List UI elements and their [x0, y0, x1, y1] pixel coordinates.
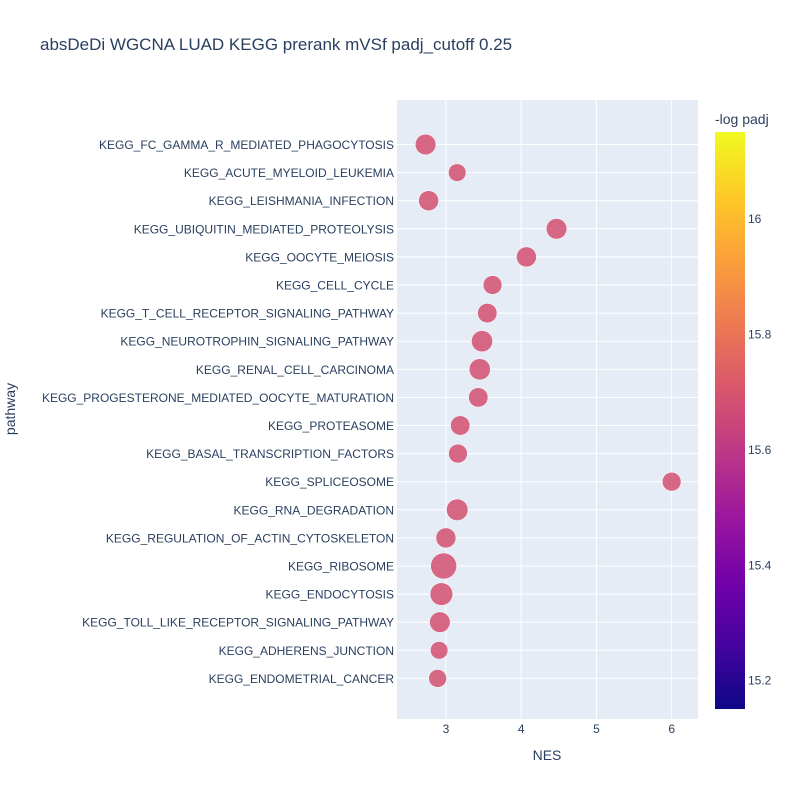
colorbar-tick-labels: 15.2 15.4 15.6 15.8 16 — [748, 212, 772, 688]
y-tick-label: KEGG_BASAL_TRANSCRIPTION_FACTORS — [146, 447, 394, 461]
y-tick-label: KEGG_T_CELL_RECEPTOR_SIGNALING_PATHWAY — [101, 307, 394, 321]
data-point — [429, 582, 453, 606]
y-tick-label: KEGG_FC_GAMMA_R_MEDIATED_PHAGOCYTOSIS — [99, 138, 394, 152]
x-tick-labels: 3 4 5 6 — [443, 722, 676, 736]
data-point — [418, 190, 439, 211]
data-point — [448, 443, 468, 464]
data-point — [450, 415, 471, 436]
y-tick-label: KEGG_ADHERENS_JUNCTION — [219, 644, 394, 658]
data-point — [435, 527, 457, 549]
y-tick-label: KEGG_CELL_CYCLE — [276, 279, 394, 293]
y-tick-label: KEGG_SPLICEOSOME — [265, 475, 394, 489]
data-point — [468, 387, 489, 408]
y-tick-label: KEGG_RENAL_CELL_CARCINOMA — [196, 363, 394, 377]
y-tick-label: KEGG_TOLL_LIKE_RECEPTOR_SIGNALING_PATHWA… — [82, 616, 394, 630]
data-point — [448, 163, 467, 182]
data-point — [468, 358, 491, 381]
data-point — [662, 472, 682, 492]
colorbar — [715, 132, 745, 709]
y-tick-label: KEGG_LEISHMANIA_INFECTION — [209, 194, 394, 208]
y-gridlines — [397, 144, 698, 679]
x-tick-label: 3 — [443, 722, 450, 736]
y-tick-label: KEGG_PROGESTERONE_MEDIATED_OOCYTE_MATURA… — [42, 391, 394, 405]
data-point — [446, 498, 469, 521]
x-tick-label: 4 — [518, 722, 525, 736]
data-point — [477, 303, 498, 324]
colorbar-tick-label: 15.4 — [748, 558, 772, 572]
colorbar-tick-label: 15.8 — [748, 327, 772, 341]
y-tick-label: KEGG_RNA_DEGRADATION — [234, 503, 394, 517]
data-point — [415, 133, 437, 156]
y-tick-labels: KEGG_FC_GAMMA_R_MEDIATED_PHAGOCYTOSIS KEG… — [42, 138, 394, 686]
data-point — [482, 275, 503, 295]
x-tick-label: 6 — [668, 722, 675, 736]
data-point — [428, 669, 447, 688]
y-tick-label: KEGG_RIBOSOME — [288, 560, 394, 574]
y-tick-label: KEGG_UBIQUITIN_MEDIATED_PROTEOLYSIS — [134, 222, 394, 236]
colorbar-tick-label: 15.6 — [748, 443, 772, 457]
x-axis-title: NES — [533, 747, 562, 763]
colorbar-tick-label: 15.2 — [748, 674, 772, 688]
data-points — [415, 133, 682, 688]
y-tick-label: KEGG_PROTEASOME — [268, 419, 394, 433]
data-point — [516, 246, 537, 268]
colorbar-title: -log padj — [715, 111, 769, 127]
data-point — [430, 641, 449, 660]
y-tick-label: KEGG_NEUROTROPHIN_SIGNALING_PATHWAY — [120, 335, 394, 349]
y-axis-title: pathway — [2, 383, 18, 435]
data-point — [430, 552, 457, 580]
x-tick-label: 5 — [593, 722, 600, 736]
data-point — [471, 330, 493, 353]
data-point — [429, 611, 451, 633]
colorbar-tick-label: 16 — [748, 212, 762, 226]
y-tick-label: KEGG_ACUTE_MYELOID_LEUKEMIA — [184, 166, 394, 180]
data-point — [545, 218, 568, 240]
y-tick-label: KEGG_REGULATION_OF_ACTIN_CYTOSKELETON — [106, 531, 394, 545]
y-tick-label: KEGG_OOCYTE_MEIOSIS — [245, 250, 394, 264]
y-tick-label: KEGG_ENDOCYTOSIS — [266, 588, 394, 602]
chart-title: absDeDi WGCNA LUAD KEGG prerank mVSf pad… — [40, 35, 512, 54]
y-tick-label: KEGG_ENDOMETRIAL_CANCER — [209, 672, 395, 686]
